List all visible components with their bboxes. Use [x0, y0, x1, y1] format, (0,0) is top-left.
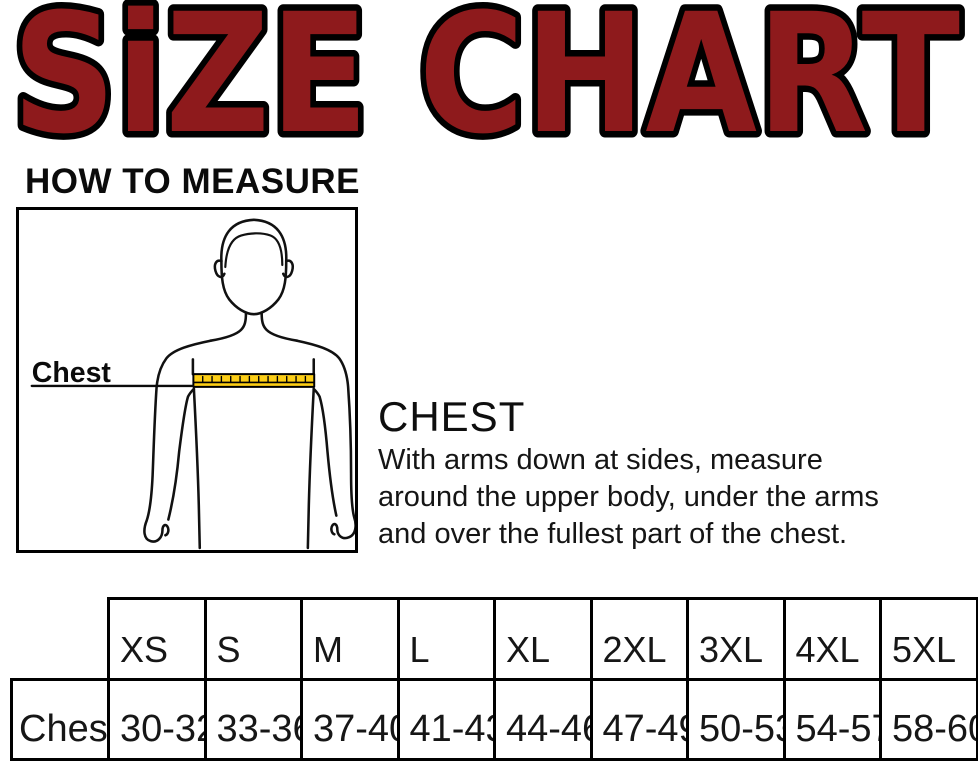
figure-torso-left: [192, 387, 202, 550]
figure-right-inner-arm: [312, 387, 338, 517]
chest-description-line-1: With arms down at sides, measure: [378, 444, 823, 476]
chest-value-4xl: 54-57: [782, 678, 882, 761]
figure-torso-right: [306, 387, 316, 550]
size-header-2xl: 2XL: [589, 597, 689, 681]
how-to-measure-heading: HOW TO MEASURE: [25, 162, 360, 201]
chest-description-line-3: and over the fullest part of the chest.: [378, 518, 848, 550]
figure-face-outline: [220, 259, 288, 316]
chest-value-s: 33-36: [203, 678, 303, 761]
size-header-m: M: [300, 597, 400, 681]
chest-value-5xl: 58-60: [879, 678, 978, 761]
size-header-3xl: 3XL: [686, 597, 786, 681]
size-header-xs: XS: [107, 597, 207, 681]
tape-tick-marks: [202, 375, 307, 383]
size-header-s: S: [203, 597, 303, 681]
torso-figure-illustration: Chest: [30, 218, 355, 550]
size-header-4xl: 4XL: [782, 597, 882, 681]
figure-neck-left: [209, 311, 248, 342]
figure-left-inner-arm: [167, 387, 196, 521]
measurement-diagram-box: Chest: [16, 207, 358, 553]
chest-value-3xl: 50-53: [686, 678, 786, 761]
chest-row-header: Chest: [10, 678, 110, 761]
figure-right-arm: [295, 339, 355, 540]
figure-neck-right: [260, 311, 299, 342]
size-header-l: L: [396, 597, 496, 681]
figure-left-arm: [143, 339, 212, 543]
figure-head-outline: [220, 218, 288, 263]
chest-value-l: 41-43: [396, 678, 496, 761]
chest-section-description: With arms down at sides, measure around …: [378, 442, 968, 553]
size-header-xl: XL: [493, 597, 593, 681]
size-chart-title-text: SiZE CHART: [12, 0, 960, 160]
chest-value-xs: 30-32: [107, 678, 207, 761]
table-corner-blank: [12, 599, 109, 680]
measuring-tape: [192, 373, 316, 388]
size-header-row: XS S M L XL 2XL 3XL 4XL 5XL: [12, 597, 978, 681]
size-chart-table: XS S M L XL 2XL 3XL 4XL 5XL Chest 30-32 …: [10, 597, 978, 761]
figure-hairline: [224, 232, 284, 269]
chest-value-2xl: 47-49: [589, 678, 689, 761]
chest-value-m: 37-40: [300, 678, 400, 761]
chest-description-line-2: around the upper body, under the arms: [378, 481, 879, 513]
chest-values-row: Chest 30-32 33-36 37-40 41-43 44-46 47-4…: [10, 678, 978, 761]
chest-value-xl: 44-46: [493, 678, 593, 761]
diagram-chest-label: Chest: [32, 357, 112, 389]
size-chart-title: SiZE CHART: [6, 0, 967, 160]
chest-section-heading: CHEST: [378, 393, 526, 440]
size-header-5xl: 5XL: [879, 597, 978, 681]
